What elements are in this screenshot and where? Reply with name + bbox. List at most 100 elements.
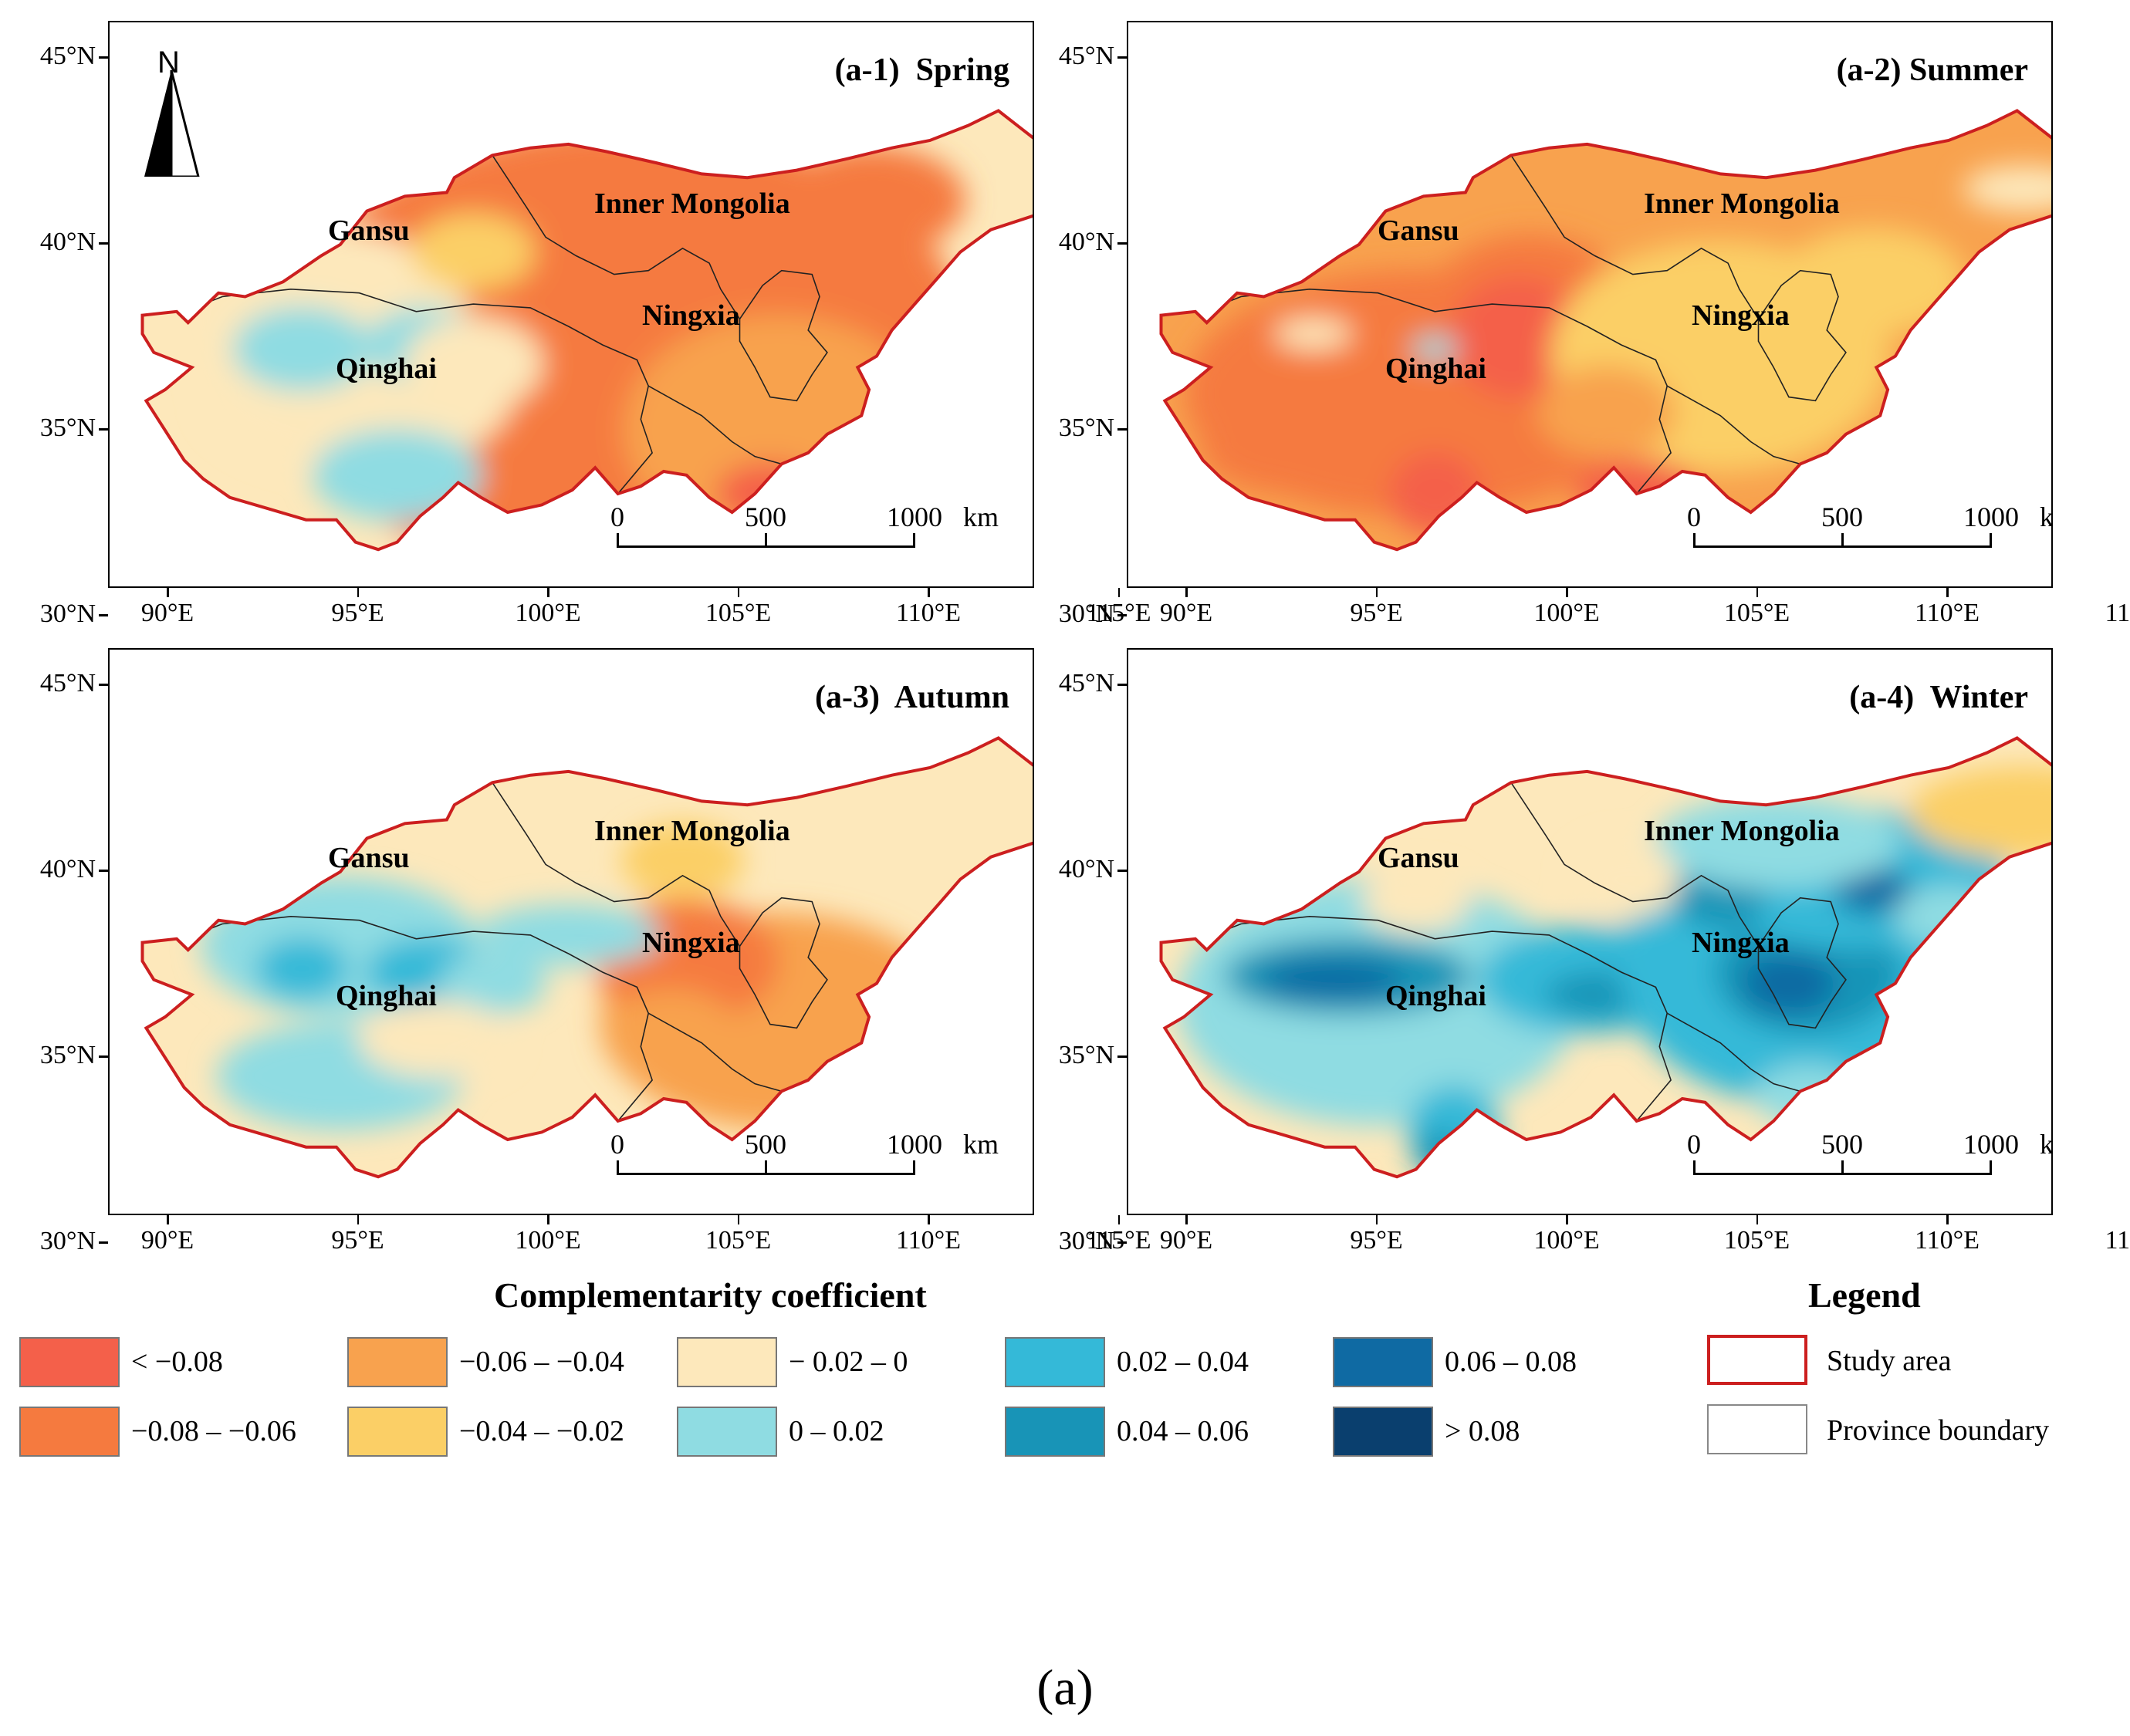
scale-tick-500: 500 [745, 1129, 786, 1160]
scale-tick-1000: 1000 [1963, 502, 2019, 532]
coefficient-zone [1753, 1064, 1862, 1126]
map-panel-spring: (a-1) Spring N Inner Mongolia Gansu Ning… [108, 21, 1034, 588]
panel-title: (a-3) Autumn [814, 680, 1009, 715]
scale-tick-500: 500 [1821, 1129, 1863, 1160]
label-ningxia: Ningxia [642, 299, 740, 332]
label-inner-mongolia: Inner Mongolia [1644, 187, 1840, 220]
lon-tick [1566, 588, 1568, 597]
coefficient-zone [1834, 867, 1912, 914]
panel-title: (a-2) Summer [1836, 52, 2028, 88]
legend-label: > 0.08 [1445, 1415, 1520, 1447]
legend-swatch [19, 1407, 120, 1457]
lat-tick [99, 684, 108, 686]
lon-tick [167, 1215, 169, 1224]
coefficient-zone [1780, 228, 1966, 336]
scale-unit: km [963, 1129, 999, 1160]
province-boundary-line [1666, 1012, 1800, 1093]
province-boundary-line [739, 269, 828, 402]
legend-swatch [347, 1407, 448, 1457]
province-boundary-line [647, 1012, 782, 1093]
lat-label: 45°N [39, 42, 96, 70]
lat-label: 35°N [39, 414, 96, 442]
lon-tick [547, 588, 549, 597]
lat-label: 45°N [39, 669, 96, 697]
label-ningxia: Ningxia [1692, 927, 1790, 959]
lat-tick [1117, 684, 1127, 686]
coefficient-zone [601, 989, 741, 1082]
legend-label: 0 – 0.02 [789, 1415, 884, 1447]
province-boundary-line [1202, 915, 1672, 1122]
lat-label: 30°N [39, 1227, 96, 1255]
label-qinghai: Qinghai [1385, 353, 1486, 385]
map-canvas [1159, 109, 2051, 552]
lat-tick [1117, 614, 1127, 616]
study-area-outline [1159, 736, 2051, 1179]
legend-label: < −0.08 [131, 1346, 223, 1378]
lon-tick [1185, 588, 1188, 597]
lon-label: 110°E [895, 599, 962, 627]
coefficient-legend-title: Complementarity coefficient [494, 1275, 927, 1315]
province-boundary-line [647, 385, 782, 465]
scale-tick-500: 500 [1821, 502, 1863, 532]
lon-tick [547, 1215, 549, 1224]
lat-label: 40°N [39, 855, 96, 883]
legend-swatch [1333, 1337, 1433, 1387]
map-canvas [1159, 736, 2051, 1179]
scale-tick-0: 0 [610, 502, 624, 532]
lon-label: 105°E [1723, 1226, 1790, 1255]
map-canvas [140, 109, 1033, 552]
province-boundary-line [492, 782, 741, 947]
scale-unit: km [2040, 502, 2053, 532]
lat-tick [1117, 428, 1127, 431]
lon-tick [1946, 1215, 1949, 1224]
lat-tick [1117, 870, 1127, 872]
lon-tick [737, 588, 739, 597]
panel-title: (a-1) Spring [834, 52, 1009, 88]
legend-label: −0.08 – −0.06 [131, 1415, 296, 1447]
lon-tick [1566, 1215, 1568, 1224]
coefficient-zone [312, 428, 482, 522]
lat-label: 40°N [1058, 855, 1114, 883]
map-canvas [140, 736, 1033, 1179]
province-boundary-line [1510, 154, 1760, 319]
lon-label: 95°E [331, 1226, 384, 1255]
lon-tick [1375, 1215, 1378, 1224]
lon-label: 90°E [1159, 1226, 1213, 1255]
lon-label: 90°E [140, 599, 194, 627]
lon-label: 100°E [515, 1226, 581, 1255]
coefficient-zone [1415, 1131, 1462, 1177]
lat-label: 30°N [1058, 599, 1114, 628]
lon-label: 115°E [2105, 599, 2130, 627]
legend-swatch [1333, 1407, 1433, 1457]
label-gansu: Gansu [1378, 842, 1459, 874]
lon-label: 90°E [1159, 599, 1213, 627]
label-inner-mongolia: Inner Mongolia [1644, 815, 1840, 847]
north-arrow-letter: N [157, 46, 180, 79]
label-inner-mongolia: Inner Mongolia [594, 187, 790, 220]
label-qinghai: Qinghai [336, 980, 437, 1012]
lon-tick [1375, 588, 1378, 597]
study-area-outline [140, 109, 1033, 552]
lon-label: 105°E [705, 1226, 772, 1255]
legend-label: 0.02 – 0.04 [1117, 1346, 1249, 1378]
lon-label: 110°E [1914, 599, 1980, 627]
lon-label: 95°E [331, 599, 384, 627]
scale-tick-1000: 1000 [1963, 1129, 2019, 1160]
coefficient-zone [780, 146, 966, 255]
coefficient-zone [1963, 165, 2051, 212]
coefficient-zone [1570, 840, 1679, 918]
scale-bar: 0 500 1000 km [1687, 501, 2053, 562]
label-gansu: Gansu [328, 842, 410, 874]
legend-swatch [1005, 1407, 1105, 1457]
legend-label: − 0.02 – 0 [789, 1346, 908, 1378]
lat-tick [1117, 1241, 1127, 1244]
coefficient-zone [1742, 952, 1835, 1015]
lon-tick [1185, 1215, 1188, 1224]
lon-label: 105°E [705, 599, 772, 627]
lat-tick [99, 428, 108, 431]
province-boundary-line [1666, 385, 1800, 465]
figure-caption: (a) [1036, 1660, 1094, 1716]
legend-swatch [19, 1337, 120, 1387]
legend-swatch [347, 1337, 448, 1387]
legend-swatch [1005, 1337, 1105, 1387]
